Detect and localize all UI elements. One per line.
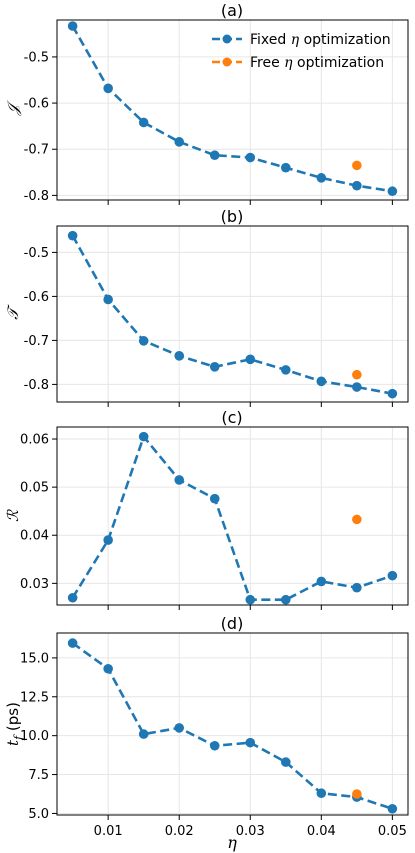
panel-b-title: (b) xyxy=(221,207,244,226)
panel-a-fixed-point xyxy=(352,180,362,191)
panel-c-fixed-point xyxy=(103,535,113,545)
legend: Fixed η optimization Free η optimization xyxy=(212,32,391,71)
panel-a-fixed-point xyxy=(138,117,149,128)
legend-free-label: Free η optimization xyxy=(250,55,384,71)
panel-a-title: (a) xyxy=(221,1,243,20)
panel-a-ytick-label: -0.6 xyxy=(24,97,49,112)
panel-c-ytick-label: 0.04 xyxy=(20,529,49,544)
panel-b-fixed-point xyxy=(280,365,291,375)
x-axis-label: η xyxy=(227,833,237,852)
panel-d-free-point xyxy=(352,789,362,799)
panel-d-ytick-label: 7.5 xyxy=(28,768,49,783)
panel-c-fixed-point xyxy=(174,475,185,485)
panel-d-fixed-line xyxy=(71,642,393,811)
panel-b-frame xyxy=(56,225,409,403)
panel-b-fixed-point xyxy=(245,354,256,365)
panel-d-fixed-point xyxy=(387,803,398,814)
panel-c-fixed-point xyxy=(280,594,291,605)
legend-free-marker xyxy=(222,57,232,67)
legend-fixed-label: Fixed η optimization xyxy=(250,32,391,48)
panel-c-fixed-point xyxy=(316,576,327,587)
panel-c-title: (c) xyxy=(221,408,242,427)
panel-a-ytick-label: -0.7 xyxy=(24,143,49,158)
panel-a-fixed-point xyxy=(280,162,291,173)
panel-b-free-point xyxy=(352,369,362,380)
panel-b-fixed-point xyxy=(209,362,220,372)
x-tick-label: 0.05 xyxy=(378,824,407,839)
panel-d: (d) tf (ps) 15.0 12.5 10.0 7.5 5.0 0.01 0.02 0… xyxy=(4,614,409,852)
panel-c-fixed-point xyxy=(209,493,220,504)
panel-c-fixed-point xyxy=(138,431,149,442)
panel-b-fixed-point xyxy=(138,336,149,346)
panel-d-fixed-point xyxy=(138,729,149,739)
panel-a-fixed-point xyxy=(316,173,327,183)
x-tick-label: 0.02 xyxy=(165,824,194,839)
panel-c-ytick-label: 0.06 xyxy=(20,433,49,448)
x-tick-label: 0.01 xyxy=(94,824,123,839)
panel-c-ytick-label: 0.05 xyxy=(20,481,49,496)
panel-a-free-point xyxy=(352,160,362,171)
panel-d-ytick-label: 15.0 xyxy=(20,651,49,666)
panel-c-free-point xyxy=(352,514,362,525)
panel-b-ylabel: 𝒯 xyxy=(4,304,22,320)
panel-a-fixed-point xyxy=(103,83,113,94)
panel-a-fixed-point xyxy=(387,186,398,197)
panel-c-frame xyxy=(56,426,409,606)
panel-d-ytick-label: 12.5 xyxy=(20,690,49,705)
panel-b-fixed-point xyxy=(174,351,185,361)
panel-a-fixed-point xyxy=(209,150,220,161)
panel-b-fixed-point xyxy=(352,382,362,392)
panel-d-fixed-point xyxy=(174,723,185,733)
legend-fixed-marker xyxy=(222,34,232,44)
panel-c-ytick-label: 0.03 xyxy=(20,577,49,592)
panel-a-fixed-point xyxy=(174,137,185,147)
panel-d-ytick-label: 5.0 xyxy=(28,807,49,822)
panel-b-fixed-point xyxy=(316,376,327,387)
panel-d-ylabel: tf (ps) xyxy=(4,702,25,746)
panel-d-title: (d) xyxy=(221,614,244,633)
panel-b-ytick-label: -0.8 xyxy=(24,378,49,393)
panel-d-fixed-point xyxy=(103,663,113,674)
panel-a: (a) 𝒥 -0.5 -0.6 -0.7 -0.8 Fixed η optimizat… xyxy=(4,1,409,205)
panel-a-fixed-line xyxy=(71,25,393,193)
panel-a-fixed-point xyxy=(245,152,256,163)
panel-d-ytick-label: 10.0 xyxy=(20,729,49,744)
panel-c: (c) ℛ 0.06 0.05 0.04 0.03 xyxy=(4,408,409,610)
panel-d-frame xyxy=(56,632,409,816)
panel-b-ytick-label: -0.6 xyxy=(24,290,49,305)
panel-a-frame xyxy=(56,19,409,201)
panel-b-ytick-label: -0.7 xyxy=(24,334,49,349)
panel-d-fixed-point xyxy=(316,788,327,799)
panel-a-fixed-point xyxy=(67,21,78,31)
panel-a-ylabel: 𝒥 xyxy=(4,99,22,116)
panel-b-fixed-point xyxy=(103,294,113,305)
panel-a-ytick-label: -0.5 xyxy=(24,50,49,65)
panel-c-fixed-line xyxy=(71,433,393,602)
panel-b-fixed-point xyxy=(67,230,78,241)
panel-b-fixed-point xyxy=(387,388,398,399)
panel-b-fixed-line xyxy=(71,235,393,395)
panel-b: (b) 𝒯 -0.5 -0.6 -0.7 -0.8 xyxy=(4,207,409,407)
panel-d-fixed-point xyxy=(280,757,291,767)
panel-d-fixed-point xyxy=(245,737,256,748)
panel-c-fixed-point xyxy=(352,582,362,593)
panel-c-fixed-point xyxy=(245,594,256,605)
panel-c-fixed-point xyxy=(67,592,78,603)
x-tick-label: 0.03 xyxy=(236,824,265,839)
panel-c-ylabel: ℛ xyxy=(4,509,22,522)
panel-d-fixed-point xyxy=(209,740,220,751)
panel-d-fixed-point xyxy=(67,638,78,648)
panel-c-fixed-point xyxy=(387,570,398,581)
x-tick-label: 0.04 xyxy=(307,824,336,839)
panel-b-ytick-label: -0.5 xyxy=(24,246,49,261)
panel-a-ytick-label: -0.8 xyxy=(24,189,49,204)
